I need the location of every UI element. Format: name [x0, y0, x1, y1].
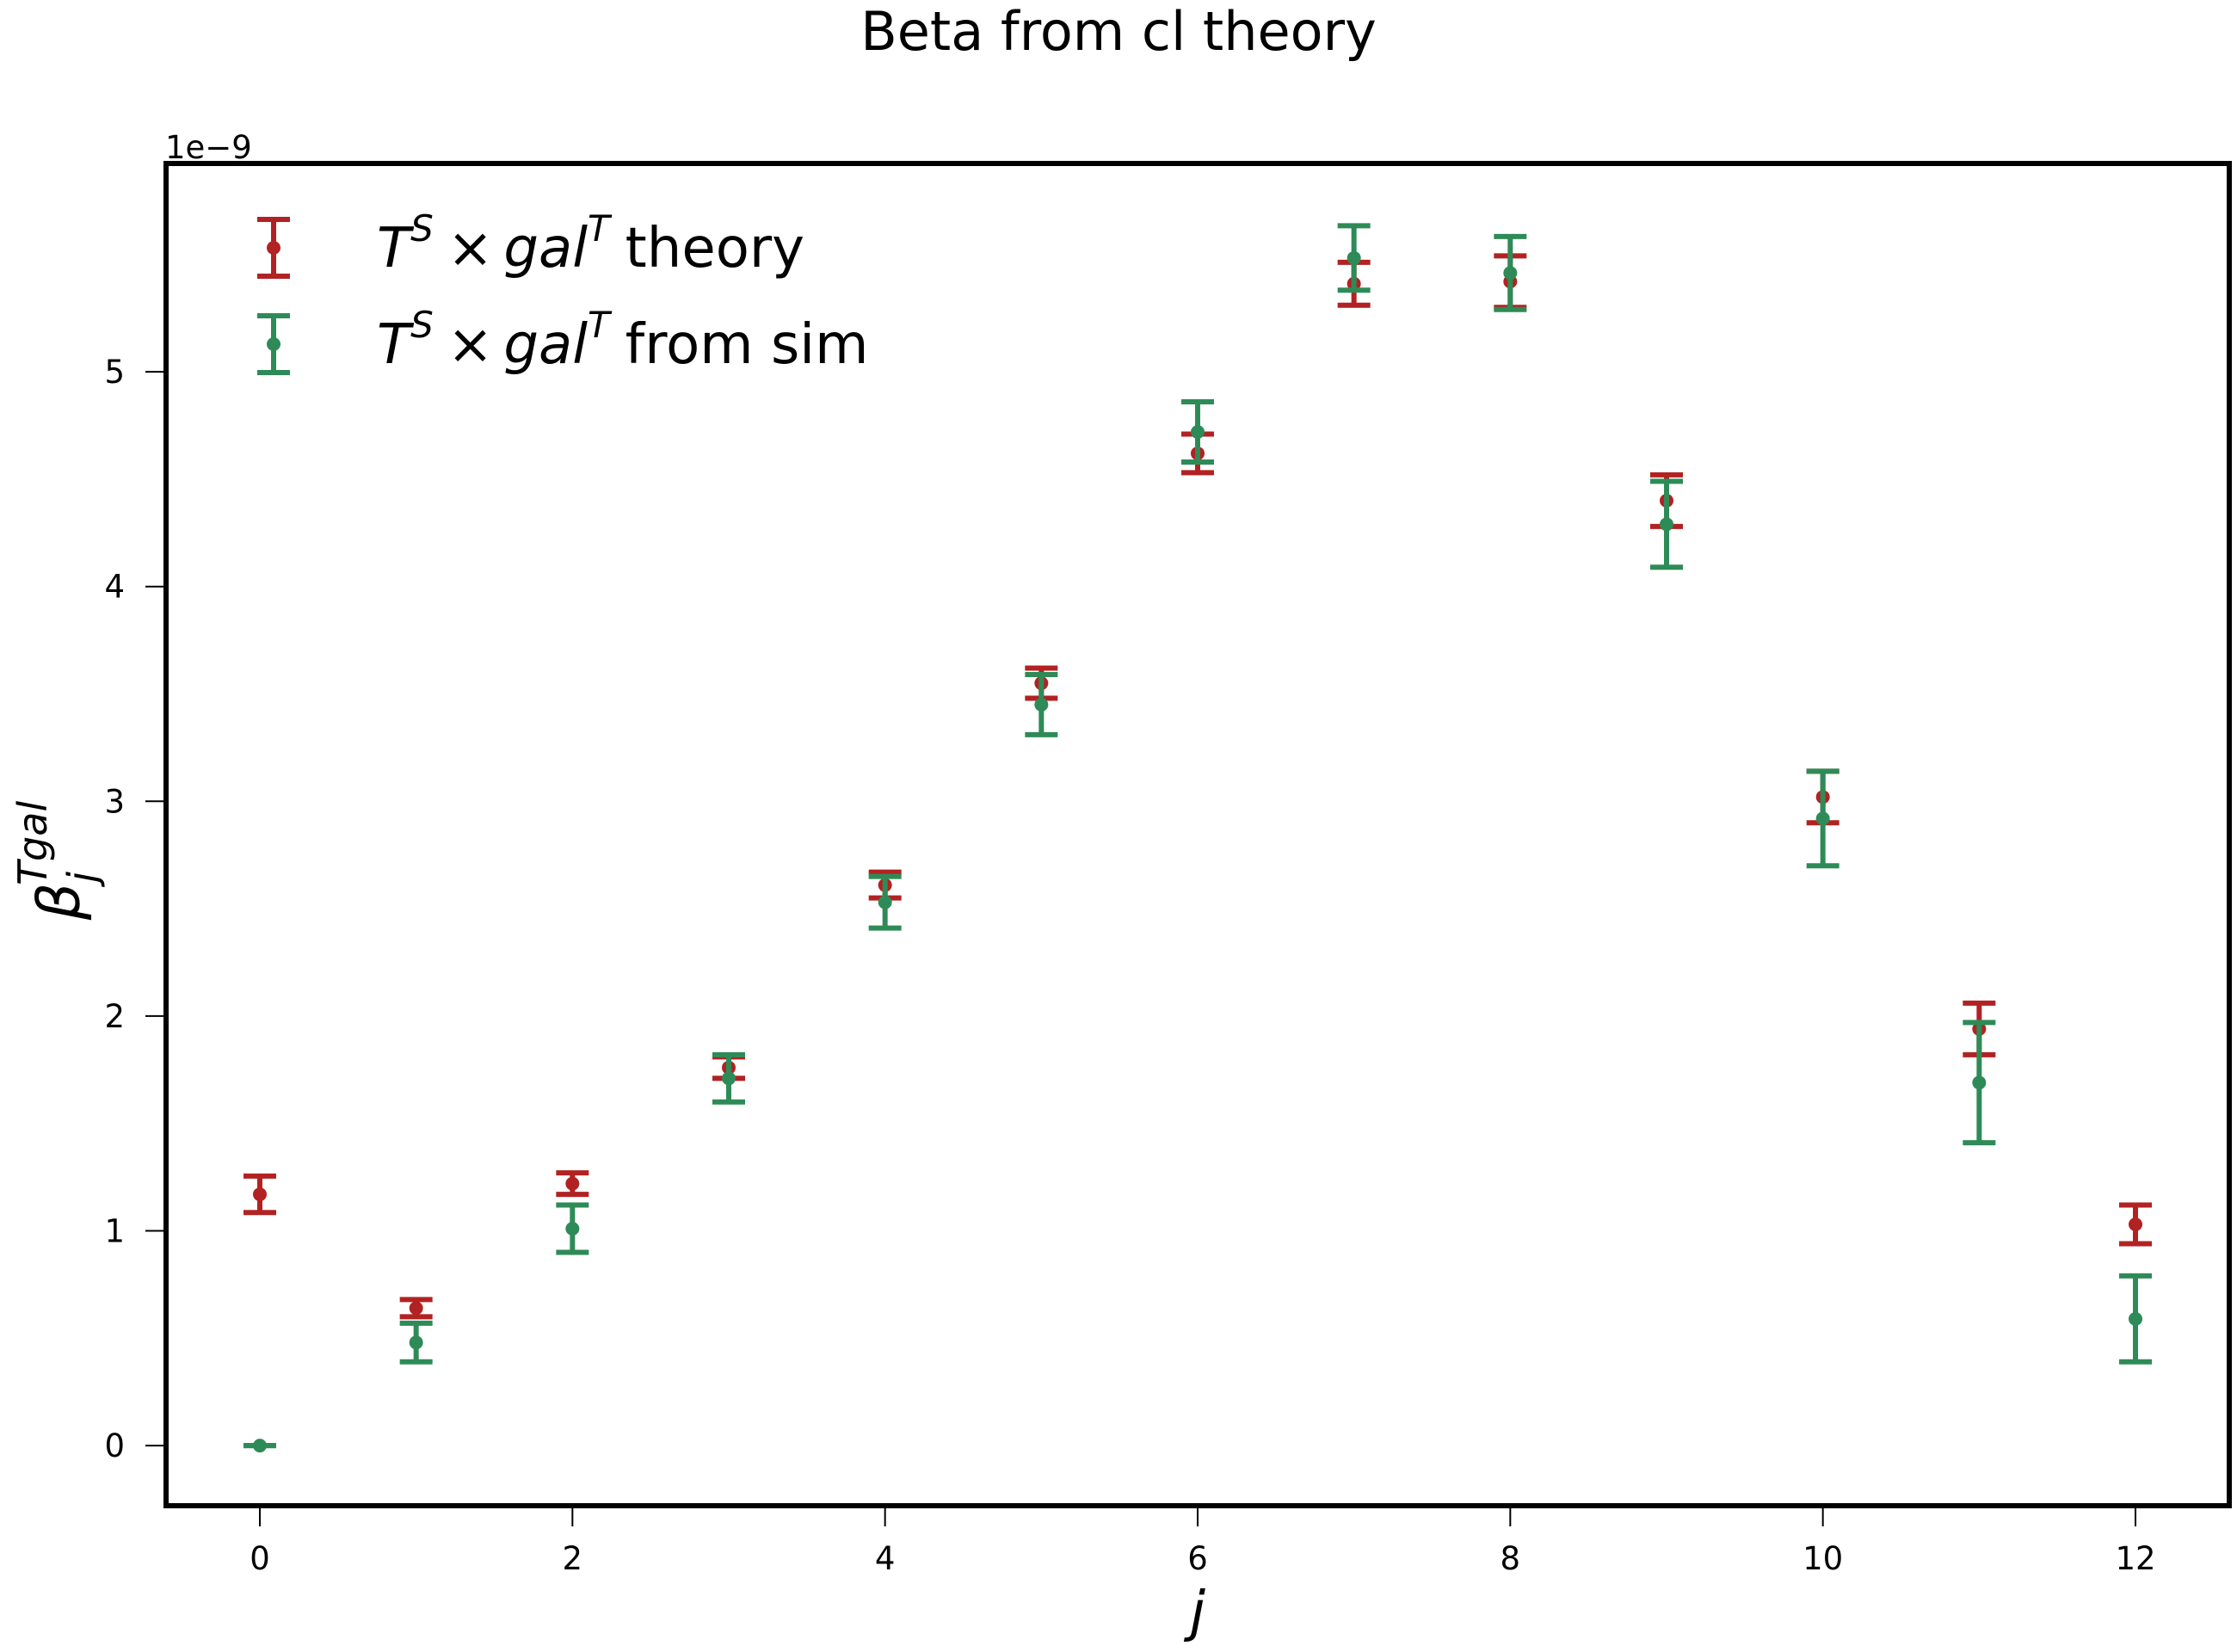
data-point — [253, 1187, 267, 1202]
legend-label: TS × galT theory — [377, 207, 804, 280]
legend-label-part: S — [410, 207, 434, 250]
data-point — [878, 895, 892, 909]
legend-entry: TS × galT from sim — [257, 304, 868, 377]
series-sim — [243, 223, 2152, 1453]
errorbar — [556, 1202, 589, 1255]
legend-label-part: × — [447, 313, 494, 377]
plot-frame — [163, 161, 2232, 1508]
errorbar — [1963, 1020, 1996, 1146]
errorbar — [1806, 768, 1840, 869]
y-tick-label: 4 — [104, 569, 125, 606]
errorbar — [1337, 223, 1371, 293]
data-point — [565, 1222, 580, 1236]
errorbar — [2119, 1202, 2152, 1247]
x-axis-label: j — [1183, 1581, 1205, 1644]
legend-entry: TS × galT theory — [257, 207, 804, 280]
y-axis-label: βjTgal — [9, 801, 106, 922]
errorbar — [2119, 1273, 2152, 1365]
errorbar — [556, 1170, 589, 1198]
errorbar — [399, 1320, 433, 1365]
data-point — [1660, 517, 1673, 532]
errorbar — [1494, 233, 1527, 312]
errorbar — [868, 873, 902, 931]
x-tick-label: 8 — [1501, 1540, 1521, 1577]
legend-label-part: S — [410, 304, 434, 346]
data-point — [565, 1176, 580, 1191]
y-axis-multiplier: 1e−9 — [165, 129, 252, 166]
x-tick-label: 6 — [1187, 1540, 1208, 1577]
errorbar — [1181, 399, 1214, 465]
errorbar — [1025, 672, 1058, 737]
legend-label-part: × — [447, 217, 494, 280]
data-point — [722, 1071, 736, 1086]
y-axis-label-sup: Tgal — [9, 801, 56, 885]
errorbar — [243, 1439, 276, 1453]
data-point — [409, 1335, 423, 1350]
y-tick-label: 2 — [104, 998, 125, 1035]
x-tick-label: 0 — [250, 1540, 270, 1577]
legend-label: TS × galT from sim — [377, 304, 868, 377]
data-point — [1034, 697, 1049, 712]
data-point — [2129, 1217, 2142, 1232]
legend-label-part: T — [377, 313, 415, 377]
x-tick-label: 2 — [563, 1540, 583, 1577]
data-point — [253, 1439, 267, 1453]
plot-area — [243, 223, 2152, 1453]
data-point — [1815, 811, 1830, 826]
x-tick-label: 10 — [1803, 1540, 1843, 1577]
legend-marker — [267, 241, 280, 255]
data-point — [409, 1301, 423, 1316]
y-axis-label-base: β — [26, 883, 94, 921]
legend-label-part: T — [377, 217, 415, 280]
errorbar — [1650, 478, 1683, 570]
x-tick-label: 12 — [2115, 1540, 2155, 1577]
y-tick-label: 1 — [104, 1213, 125, 1250]
x-tick-label: 4 — [875, 1540, 896, 1577]
legend-label-part: T — [588, 304, 613, 346]
y-tick-label: 3 — [104, 783, 125, 820]
legend-label-part: theory — [625, 217, 804, 280]
y-axis-ticks: 0 1 2 3 4 5 — [104, 354, 166, 1464]
svg-text:βjTgal: βjTgal — [9, 801, 106, 922]
x-axis-ticks: 0 2 4 6 8 10 12 — [250, 1506, 2156, 1577]
errorbar — [712, 1051, 745, 1105]
legend-label-part: gal — [503, 217, 588, 280]
legend-marker — [267, 337, 280, 351]
data-point — [1503, 266, 1518, 280]
legend-label-part: from sim — [625, 313, 869, 377]
chart-title: Beta from cl theory — [860, 0, 1377, 63]
data-point — [2129, 1311, 2142, 1326]
errorbar — [243, 1173, 276, 1216]
errorbar — [399, 1297, 433, 1320]
legend-label-part: T — [588, 207, 613, 250]
legend-label-part: gal — [503, 313, 588, 377]
data-point — [1347, 250, 1361, 265]
data-point — [1191, 425, 1205, 439]
y-tick-label: 0 — [104, 1427, 125, 1464]
data-point — [1972, 1076, 1987, 1090]
y-tick-label: 5 — [104, 354, 125, 391]
